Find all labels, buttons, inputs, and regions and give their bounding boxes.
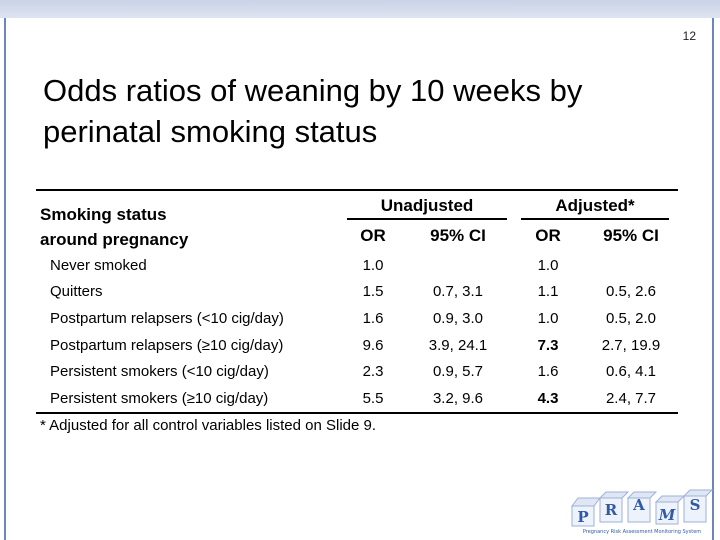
svg-text:Pregnancy Risk Assessment Moni: Pregnancy Risk Assessment Monitoring Sys…: [583, 529, 701, 535]
unadjusted-ci: 3.9, 24.1: [428, 336, 488, 354]
slide-number: 12: [682, 29, 696, 43]
unadjusted-or: 1.0: [362, 256, 384, 274]
adjusted-group-header: Adjusted*: [512, 188, 678, 221]
unadjusted-ci: 0.9, 5.7: [432, 363, 484, 381]
status-header-line1: Smoking status: [40, 205, 167, 224]
adjusted-ci: 0.5, 2.6: [605, 283, 657, 301]
unadjusted-ci: 0.9, 3.0: [432, 309, 484, 327]
footnote: * Adjusted for all control variables lis…: [40, 417, 377, 434]
row-label: Never smoked: [50, 256, 147, 274]
adjusted-or-header: OR: [535, 226, 561, 246]
unadjusted-ci: [404, 252, 512, 279]
table-row: Never smoked 1.0 1.0: [36, 252, 678, 279]
svg-text:P: P: [577, 508, 588, 526]
unadjusted-ci-header: 95% CI: [430, 226, 486, 246]
row-label: Postpartum relapsers (≥10 cig/day): [50, 336, 284, 354]
adjusted-or: 1.0: [537, 256, 559, 274]
adjusted-or: 4.3: [512, 384, 584, 414]
unadjusted-underline: [347, 218, 507, 221]
unadjusted-or: 1.5: [362, 283, 384, 301]
adjusted-or: 1.1: [537, 283, 559, 301]
adjusted-or: 1.0: [537, 309, 559, 327]
adjusted-ci: 2.4, 7.7: [584, 384, 678, 414]
row-label: Postpartum relapsers (<10 cig/day): [50, 309, 284, 327]
prams-logo-blocks: [571, 489, 714, 527]
adjusted-or: 7.3: [537, 336, 559, 354]
unadjusted-group-header: Unadjusted: [342, 188, 512, 221]
unadjusted-or: 2.3: [362, 363, 384, 381]
adjusted-ci: 0.5, 2.0: [605, 309, 657, 327]
unadjusted-or-header: OR: [360, 226, 386, 246]
table-row: Quitters 1.5 0.7, 3.1 1.1 0.5, 2.6: [36, 279, 678, 306]
adjusted-or: 1.6: [537, 363, 559, 381]
slide-frame: [4, 18, 714, 540]
svg-text:R: R: [605, 501, 618, 519]
status-column-header: Smoking status around pregnancy: [36, 189, 342, 252]
svg-text:A: A: [632, 496, 645, 514]
prams-logo: P R A M S Pregnancy Risk Assessment Moni…: [571, 489, 714, 535]
adjusted-ci: 2.7, 19.9: [601, 336, 661, 354]
adjusted-underline: [521, 218, 669, 221]
top-band: [0, 0, 720, 18]
row-label: Persistent smokers (<10 cig/day): [50, 363, 269, 381]
slide-title: Odds ratios of weaning by 10 weeks by pe…: [43, 73, 583, 149]
unadjusted-ci: 0.7, 3.1: [432, 283, 484, 301]
svg-text:M: M: [658, 506, 676, 524]
table-row: Postpartum relapsers (≥10 cig/day) 9.6 3…: [36, 332, 678, 359]
unadjusted-or: 9.6: [362, 336, 384, 354]
adjusted-label: Adjusted*: [555, 196, 635, 216]
status-header-line2: around pregnancy: [40, 230, 189, 249]
row-label: Quitters: [50, 283, 103, 301]
unadjusted-ci: 3.2, 9.6: [404, 384, 512, 414]
adjusted-ci: [584, 252, 678, 279]
adjusted-ci-header: 95% CI: [603, 226, 659, 246]
svg-text:S: S: [690, 496, 701, 514]
row-label: Persistent smokers (≥10 cig/day): [36, 384, 342, 414]
table-row: Persistent smokers (≥10 cig/day) 5.5 3.2…: [36, 384, 678, 414]
odds-ratio-table: Smoking status around pregnancy Unadjust…: [36, 188, 678, 414]
unadjusted-or: 1.6: [362, 309, 384, 327]
unadjusted-label: Unadjusted: [380, 196, 474, 216]
adjusted-ci: 0.6, 4.1: [605, 363, 657, 381]
table-row: Postpartum relapsers (<10 cig/day) 1.6 0…: [36, 305, 678, 332]
unadjusted-or: 5.5: [342, 384, 404, 414]
table-row: Persistent smokers (<10 cig/day) 2.3 0.9…: [36, 358, 678, 385]
